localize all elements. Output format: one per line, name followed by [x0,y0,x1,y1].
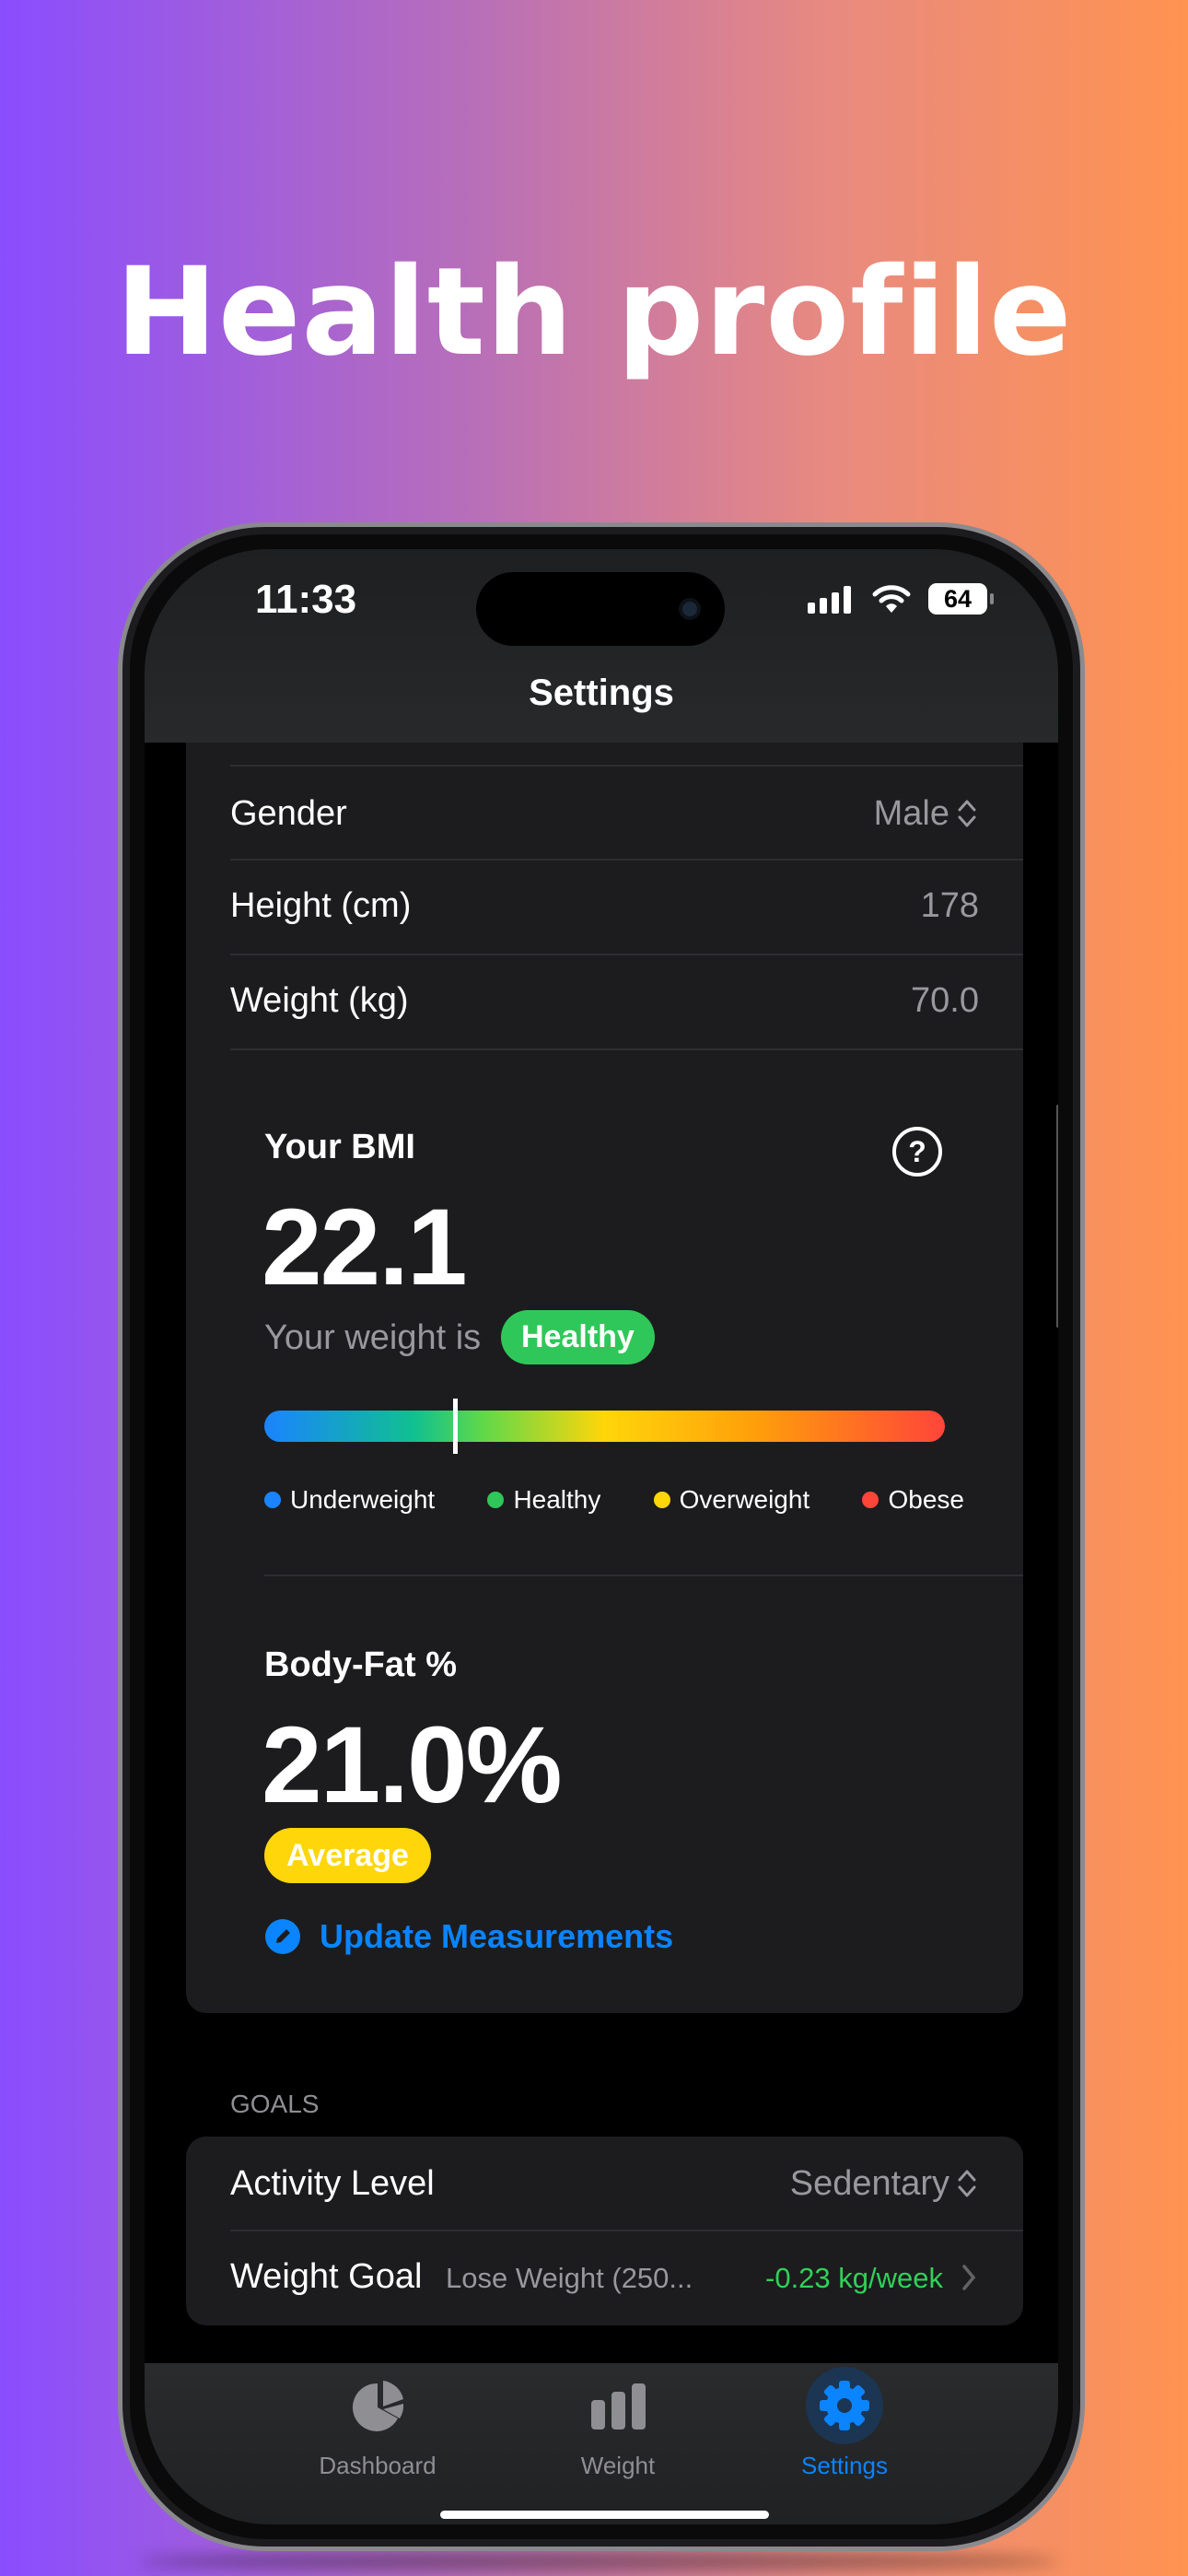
phone-shadow [138,2552,1059,2570]
help-icon[interactable]: ? [891,1126,943,1177]
tab-settings[interactable]: Settings [752,2363,937,2492]
legend-dot [653,1492,670,1508]
legend-dot [862,1492,879,1508]
chevron-up-down-icon [958,2170,976,2197]
dynamic-island [476,572,725,646]
height-row[interactable]: Height (cm) 178 [230,862,1023,951]
divider [230,765,1023,767]
tab-label: Settings [801,2452,888,2479]
update-measurements-button[interactable]: Update Measurements [264,1917,673,1956]
pencil-circle-icon [265,1919,300,1954]
activity-level-row[interactable]: Activity Level Sedentary [230,2140,1023,2229]
home-indicator[interactable] [440,2511,769,2519]
weight-goal-rate: -0.23 kg/week [765,2262,943,2294]
bmi-value: 22.1 [262,1187,468,1308]
weight-goal-row[interactable]: Weight Goal Lose Weight (250... -0.23 kg… [230,2233,1023,2322]
legend-healthy: Healthy [487,1485,600,1515]
bmi-title: Your BMI [264,1128,415,1166]
legend-label: Overweight [679,1485,810,1514]
bmi-legend: Underweight Healthy Overweight Obese [264,1485,964,1515]
gender-value: Male [873,794,949,833]
divider [230,2230,1023,2231]
status-time: 11:33 [255,577,357,622]
weight-row[interactable]: Weight (kg) 70.0 [230,957,1023,1046]
tab-label: Weight [580,2452,656,2479]
chevron-up-down-icon [958,800,976,827]
divider [230,859,1023,861]
body-fat-status-badge: Average [264,1828,431,1883]
height-label: Height (cm) [230,886,412,925]
legend-underweight: Underweight [264,1485,435,1515]
page-title: Settings [529,673,674,713]
legend-label: Obese [888,1485,964,1514]
bmi-scale-marker [452,1399,458,1454]
bmi-scale-bar [264,1411,945,1442]
height-value[interactable]: 178 [920,886,979,925]
goals-section-header: GOALS [230,2090,320,2118]
pie-chart-icon [352,2381,403,2431]
bar-chart-icon [591,2383,646,2430]
body-fat-value: 21.0% [262,1704,563,1826]
legend-obese: Obese [862,1485,964,1515]
weight-label: Weight (kg) [230,981,409,1020]
tab-label: Dashboard [319,2452,437,2479]
battery-tip [990,593,994,604]
gender-row[interactable]: Gender Male [230,770,1023,859]
legend-label: Healthy [513,1485,601,1514]
bmi-status-badge: Healthy [501,1310,655,1364]
legend-label: Underweight [290,1485,436,1514]
weight-goal-value: Lose Weight (250... [446,2262,693,2294]
divider [230,1048,1023,1050]
gear-icon [820,2381,869,2430]
chevron-right-icon [962,2265,976,2290]
legend-dot [264,1492,281,1508]
gender-label: Gender [230,794,347,833]
tab-dashboard[interactable]: Dashboard [285,2363,470,2492]
signal-icon [808,586,851,614]
legend-overweight: Overweight [653,1485,810,1515]
camera-icon [679,598,701,620]
svg-text:?: ? [908,1135,926,1168]
activity-level-value: Sedentary [789,2164,949,2203]
tab-weight[interactable]: Weight [526,2363,710,2492]
bmi-status-prefix: Your weight is [264,1318,482,1357]
activity-level-label: Activity Level [230,2164,435,2203]
tab-bar: Dashboard Weight Settings [145,2363,1058,2524]
battery-icon: 64 [928,583,987,615]
battery-level: 64 [943,585,973,613]
legend-dot [487,1492,505,1508]
wifi-icon [872,585,911,613]
navigation-header: 11:33 64 Settings [145,549,1058,743]
phone-screen: Gender Male Height (cm) 178 Weight (kg) … [145,549,1058,2524]
update-measurements-label: Update Measurements [320,1917,674,1955]
weight-value[interactable]: 70.0 [911,981,979,1020]
weight-goal-label: Weight Goal [230,2257,423,2296]
headline: Health profile [115,241,1073,383]
divider [264,1575,1023,1576]
scroll-indicator[interactable] [1056,1105,1058,1328]
divider [230,954,1023,955]
body-fat-title: Body-Fat % [264,1645,457,1684]
